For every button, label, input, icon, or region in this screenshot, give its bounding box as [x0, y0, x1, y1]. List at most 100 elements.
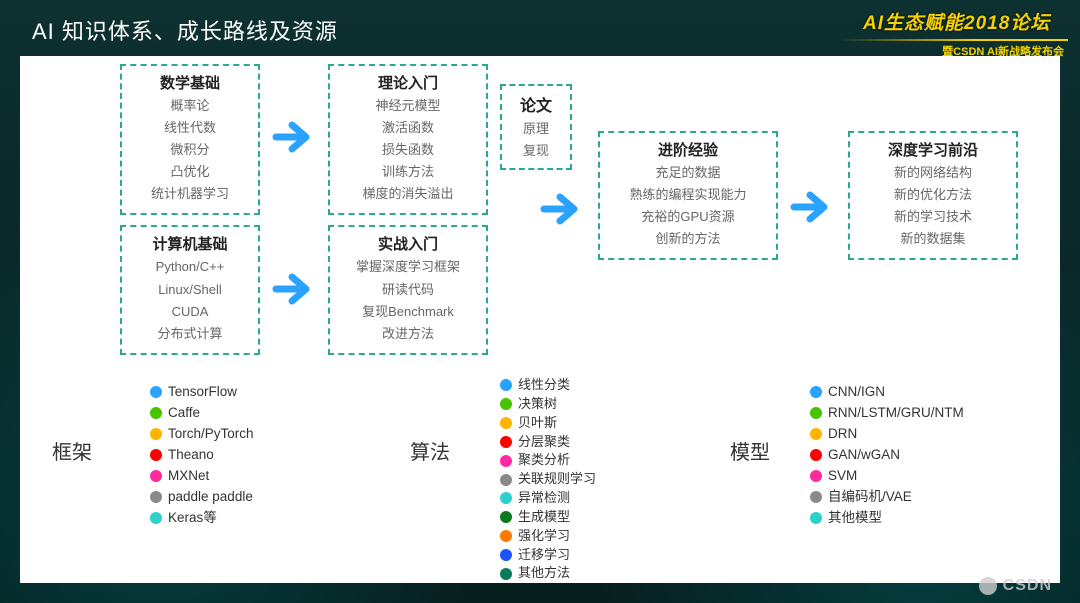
- watermark: CSDN: [979, 577, 1052, 595]
- list-item: Torch/PyTorch: [150, 424, 254, 445]
- brand: AI生态赋能2018论坛 暨CSDN AI新战略发布会: [839, 6, 1068, 59]
- arrow-icon: [540, 186, 586, 232]
- box-item: 创新的方法: [608, 228, 768, 250]
- box-item: 研读代码: [338, 279, 478, 301]
- box-item: Python/C++: [130, 256, 250, 278]
- box-item: 复现: [506, 140, 566, 162]
- box-item: 改进方法: [338, 323, 478, 345]
- box-math: 数学基础 概率论线性代数微积分凸优化统计机器学习: [120, 64, 260, 215]
- bullet-icon: [500, 474, 512, 486]
- box-item: 新的学习技术: [858, 206, 1008, 228]
- bullet-icon: [500, 530, 512, 542]
- bullet-icon: [810, 512, 822, 524]
- list-item: 分层聚类: [500, 433, 596, 452]
- box-item: 新的优化方法: [858, 184, 1008, 206]
- list-item: 聚类分析: [500, 451, 596, 470]
- box-item: 复现Benchmark: [338, 301, 478, 323]
- box-item: 统计机器学习: [130, 183, 250, 205]
- list-item: 其他模型: [810, 508, 964, 529]
- header: AI 知识体系、成长路线及资源 AI生态赋能2018论坛 暨CSDN AI新战略…: [0, 0, 1080, 56]
- list-item: 其他方法: [500, 564, 596, 583]
- bullet-icon: [150, 449, 162, 461]
- box-item: 激活函数: [338, 117, 478, 139]
- arrow-icon: [790, 184, 836, 230]
- box-item: 原理: [506, 118, 566, 140]
- list-item: GAN/wGAN: [810, 445, 964, 466]
- box-advanced: 进阶经验 充足的数据熟练的编程实现能力充裕的GPU资源创新的方法: [598, 131, 778, 260]
- bullet-icon: [150, 407, 162, 419]
- bullet-icon: [810, 491, 822, 503]
- list-item: 自编码机/VAE: [810, 487, 964, 508]
- list-label-algorithm: 算法: [410, 436, 450, 465]
- list-label-framework: 框架: [52, 436, 92, 465]
- bullet-icon: [500, 455, 512, 467]
- box-item: 掌握深度学习框架: [338, 256, 478, 278]
- bullet-icon: [500, 492, 512, 504]
- content: 数学基础 概率论线性代数微积分凸优化统计机器学习 计算机基础 Python/C+…: [20, 56, 1060, 583]
- bullet-icon: [810, 428, 822, 440]
- bullet-icon: [810, 386, 822, 398]
- box-item: 新的数据集: [858, 228, 1008, 250]
- box-item: CUDA: [130, 301, 250, 323]
- arrow-icon: [272, 266, 318, 312]
- list-item: 生成模型: [500, 508, 596, 527]
- list-item: TensorFlow: [150, 382, 254, 403]
- box-item: 损失函数: [338, 139, 478, 161]
- list-item: 强化学习: [500, 527, 596, 546]
- box-item: 分布式计算: [130, 323, 250, 345]
- box-item: 训练方法: [338, 161, 478, 183]
- box-item: 神经元模型: [338, 95, 478, 117]
- list-item: 贝叶斯: [500, 414, 596, 433]
- bullet-icon: [150, 428, 162, 440]
- list-model: CNN/IGNRNN/LSTM/GRU/NTMDRNGAN/wGANSVM自编码…: [810, 382, 964, 528]
- list-item: Caffe: [150, 403, 254, 424]
- bullet-icon: [500, 436, 512, 448]
- bullet-icon: [810, 407, 822, 419]
- box-paper: 论文 原理复现: [500, 84, 572, 170]
- arrow-icon: [272, 114, 318, 160]
- list-item: 迁移学习: [500, 546, 596, 565]
- list-algorithm: 线性分类决策树贝叶斯分层聚类聚类分析关联规则学习异常检测生成模型强化学习迁移学习…: [500, 376, 596, 583]
- list-item: RNN/LSTM/GRU/NTM: [810, 403, 964, 424]
- box-practice: 实战入门 掌握深度学习框架研读代码复现Benchmark改进方法: [328, 225, 488, 354]
- bullet-icon: [150, 512, 162, 524]
- list-item: 决策树: [500, 395, 596, 414]
- list-item: 线性分类: [500, 376, 596, 395]
- list-item: DRN: [810, 424, 964, 445]
- list-item: paddle paddle: [150, 487, 254, 508]
- list-item: SVM: [810, 466, 964, 487]
- bullet-icon: [500, 511, 512, 523]
- list-framework: TensorFlowCaffeTorch/PyTorchTheanoMXNetp…: [150, 382, 254, 528]
- box-item: 梯度的消失溢出: [338, 183, 478, 205]
- box-item: Linux/Shell: [130, 279, 250, 301]
- list-item: CNN/IGN: [810, 382, 964, 403]
- bullet-icon: [150, 470, 162, 482]
- box-item: 充足的数据: [608, 162, 768, 184]
- list-item: Keras等: [150, 508, 254, 529]
- bullet-icon: [810, 470, 822, 482]
- bullet-icon: [500, 417, 512, 429]
- brand-main: AI生态赋能2018论坛: [863, 8, 1050, 35]
- bullet-icon: [500, 379, 512, 391]
- list-item: Theano: [150, 445, 254, 466]
- bullet-icon: [150, 491, 162, 503]
- bullet-icon: [150, 386, 162, 398]
- bullet-icon: [500, 568, 512, 580]
- lists: 框架 TensorFlowCaffeTorch/PyTorchTheanoMXN…: [20, 376, 1060, 583]
- bullet-icon: [500, 398, 512, 410]
- list-item: 异常检测: [500, 489, 596, 508]
- box-item: 线性代数: [130, 117, 250, 139]
- list-item: MXNet: [150, 466, 254, 487]
- flow-diagram: 数学基础 概率论线性代数微积分凸优化统计机器学习 计算机基础 Python/C+…: [20, 56, 1060, 366]
- list-item: 关联规则学习: [500, 470, 596, 489]
- bullet-icon: [500, 549, 512, 561]
- box-frontier: 深度学习前沿 新的网络结构新的优化方法新的学习技术新的数据集: [848, 131, 1018, 260]
- box-item: 充裕的GPU资源: [608, 206, 768, 228]
- box-item: 概率论: [130, 95, 250, 117]
- box-cs: 计算机基础 Python/C++Linux/ShellCUDA分布式计算: [120, 225, 260, 354]
- box-item: 新的网络结构: [858, 162, 1008, 184]
- box-item: 微积分: [130, 139, 250, 161]
- box-item: 凸优化: [130, 161, 250, 183]
- box-theory: 理论入门 神经元模型激活函数损失函数训练方法梯度的消失溢出: [328, 64, 488, 215]
- wechat-icon: [979, 577, 997, 595]
